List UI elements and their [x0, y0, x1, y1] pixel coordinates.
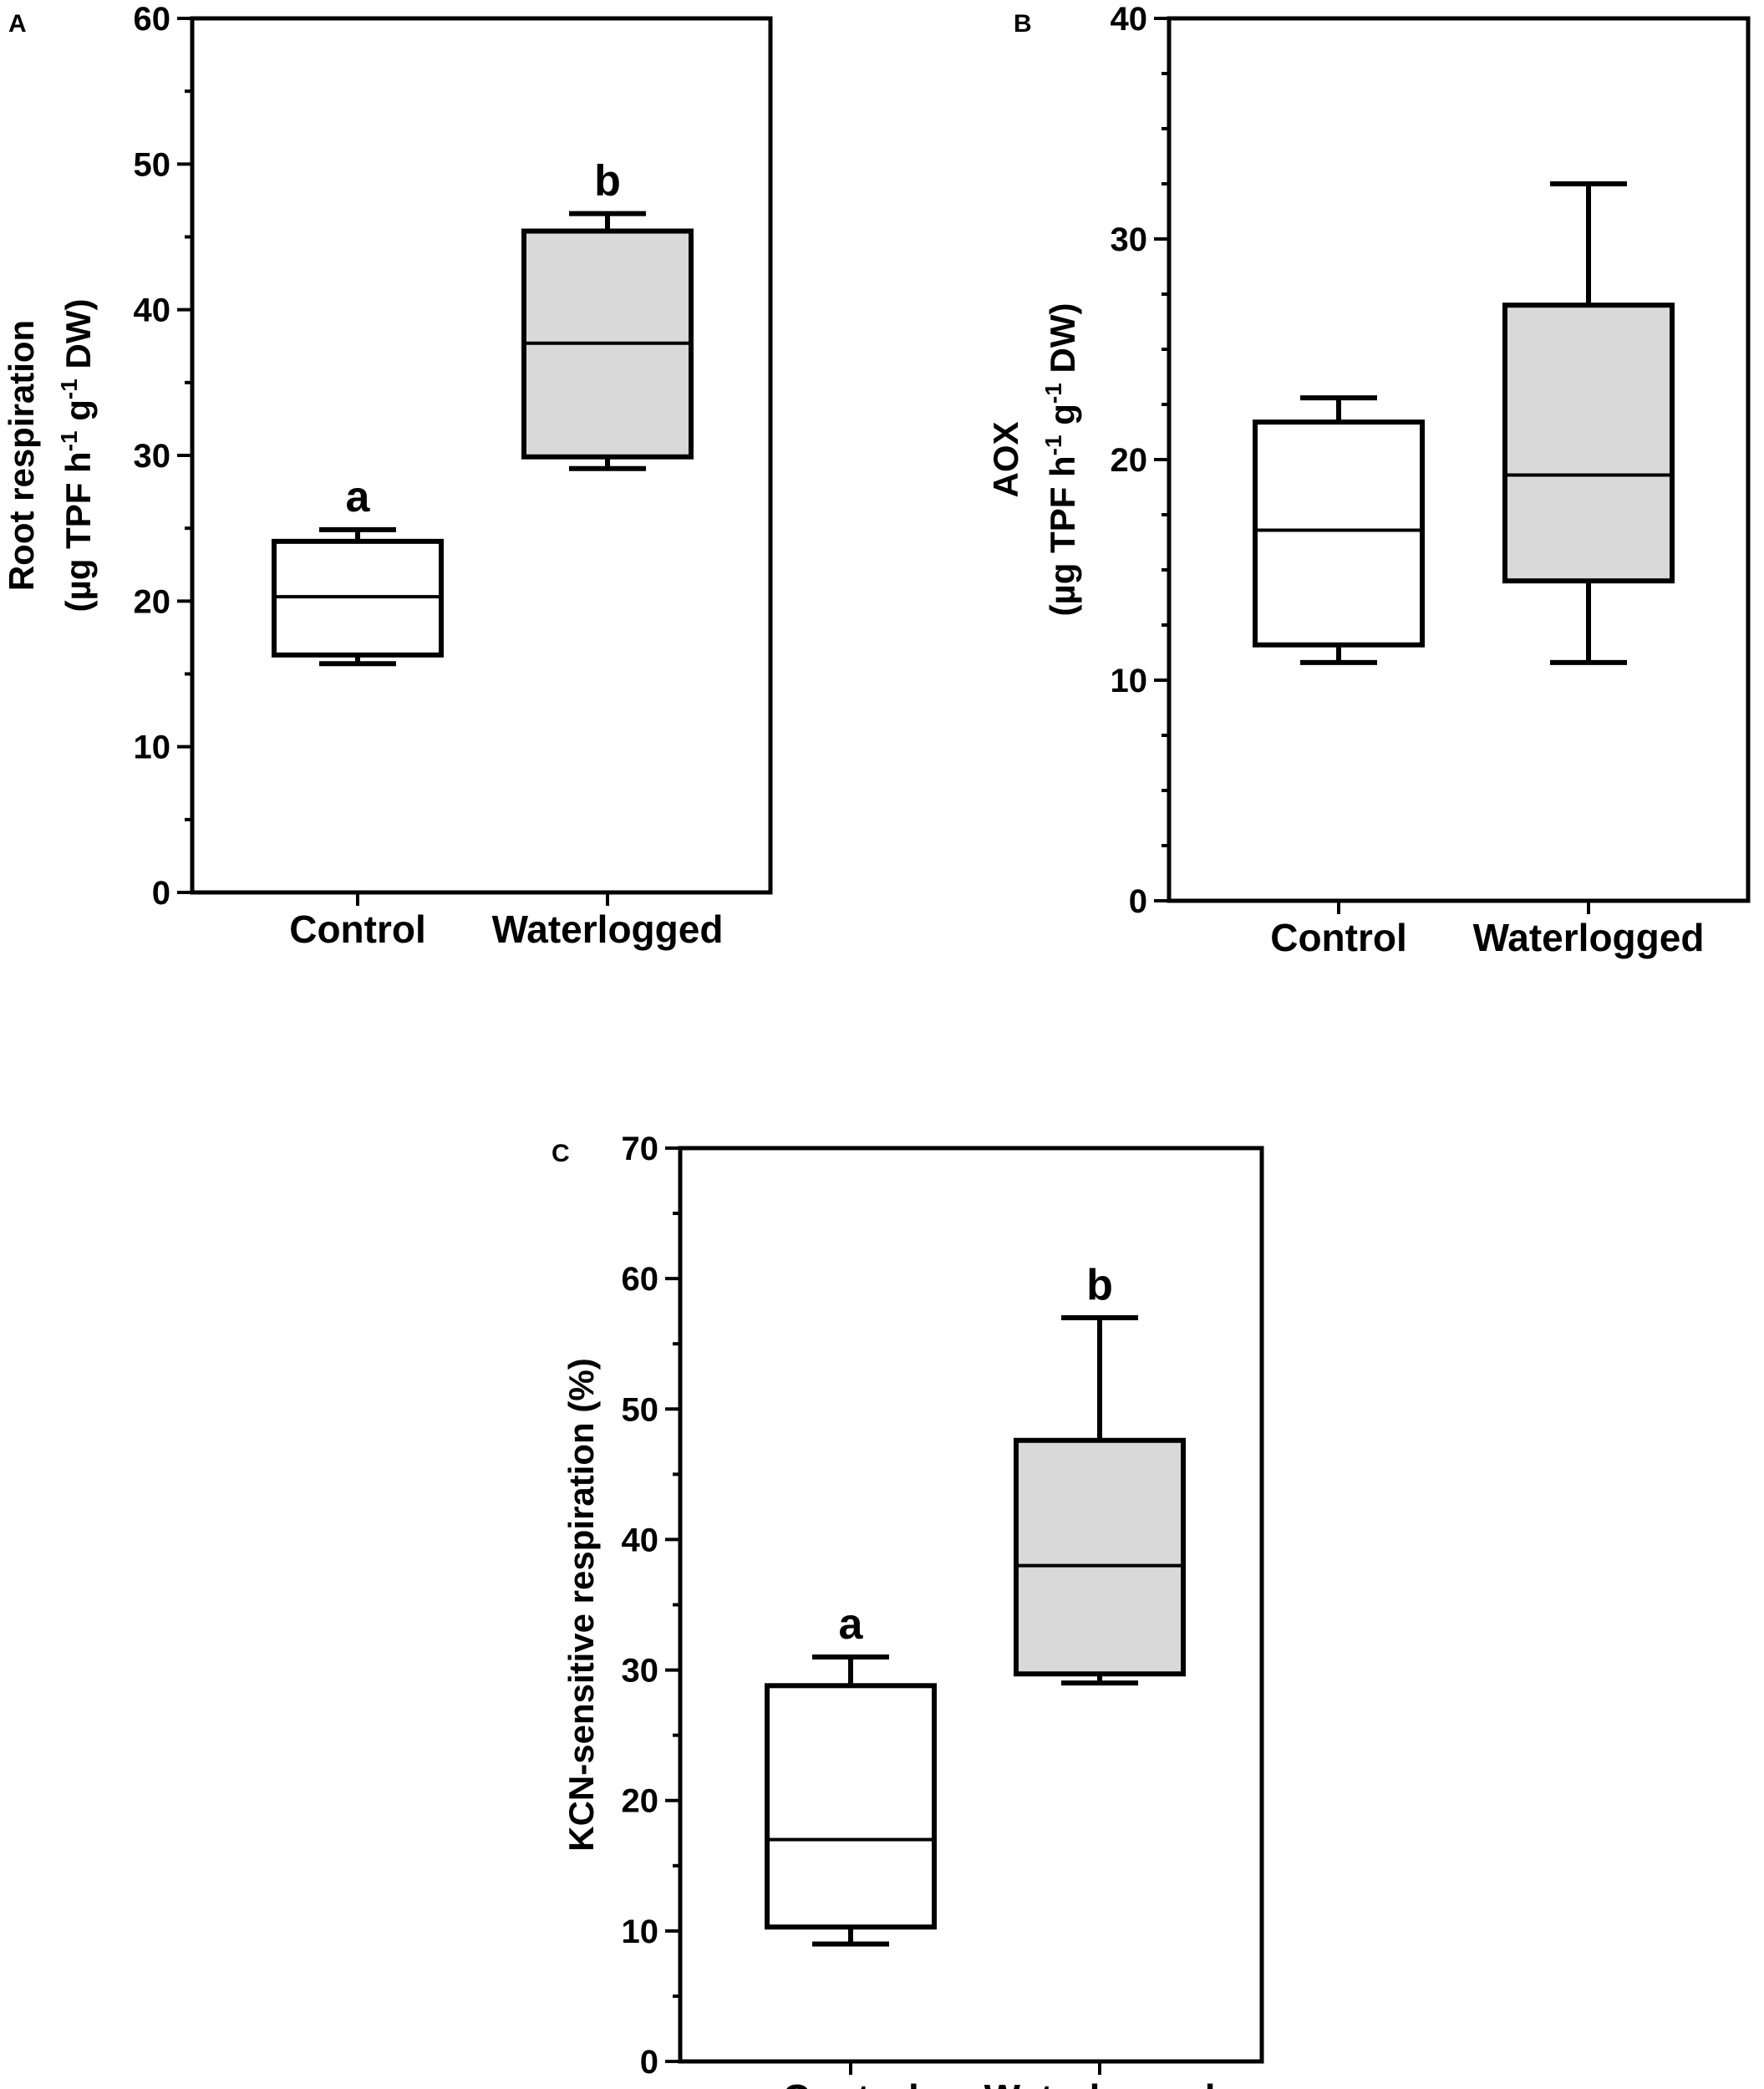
x-tick-label: Waterlogged	[492, 907, 724, 951]
y-tick-label: 60	[134, 1, 171, 38]
y-tick-label: 20	[622, 1783, 659, 1820]
y-axis-unit-label: (µg TPF h-1 g-1 DW)	[1040, 303, 1082, 617]
y-tick-label: 0	[640, 2044, 658, 2081]
iqr-box	[1502, 302, 1675, 584]
significance-letter: a	[346, 473, 371, 521]
panel-label: C	[552, 1140, 570, 1167]
x-tick-label: Control	[1270, 916, 1407, 959]
y-tick-label: 40	[134, 292, 171, 329]
iqr-box	[1014, 1437, 1186, 1677]
x-tick-label: Control	[782, 2076, 919, 2089]
y-tick-label: 40	[1111, 1, 1148, 38]
iqr-box	[765, 1683, 937, 1930]
x-tick-label: Waterlogged	[1473, 916, 1705, 959]
y-tick-label: 10	[1111, 663, 1148, 699]
panel-c: C 0 10 20 30 40 50 60 70 Control Waterlogged KCN-se…	[552, 1131, 1264, 2089]
significance-letter: a	[839, 1600, 864, 1649]
y-tick-label: 50	[134, 146, 171, 183]
y-axis-unit-label: (µg TPF h-1 g-1 DW)	[56, 299, 98, 612]
y-tick-label: 30	[134, 438, 171, 475]
panel-label: B	[1014, 10, 1032, 38]
panel-label: A	[8, 10, 27, 38]
y-tick-label: 0	[152, 875, 170, 912]
y-tick-label: 40	[622, 1522, 659, 1558]
y-tick-label: 70	[622, 1131, 659, 1167]
y-tick-label: 10	[134, 729, 171, 766]
y-axis-label: AOX	[986, 421, 1025, 497]
y-tick-label: 50	[622, 1391, 659, 1428]
y-tick-label: 0	[1129, 883, 1147, 920]
panel-b: B 0 10 20 30 40 Control Waterlogged AOX (µg TPF h…	[986, 1, 1751, 959]
y-tick-label: 30	[1111, 221, 1148, 258]
x-tick-label: Control	[289, 907, 426, 951]
y-tick-label: 20	[134, 583, 171, 620]
y-tick-label: 10	[622, 1914, 659, 1950]
significance-letter: b	[594, 157, 621, 206]
iqr-box	[1253, 419, 1425, 648]
y-tick-label: 20	[1111, 442, 1148, 479]
y-axis-label: Root respiration	[2, 320, 41, 591]
y-tick-label: 60	[622, 1261, 659, 1298]
panel-a: A 0 10 20 30 40 50 60 Control Waterlogged Root res…	[2, 1, 773, 951]
significance-letter: b	[1086, 1261, 1113, 1309]
y-tick-label: 30	[622, 1653, 659, 1690]
x-tick-label: Waterlogged	[984, 2076, 1216, 2089]
y-axis-label: KCN-sensitive respiration (%)	[562, 1358, 601, 1851]
